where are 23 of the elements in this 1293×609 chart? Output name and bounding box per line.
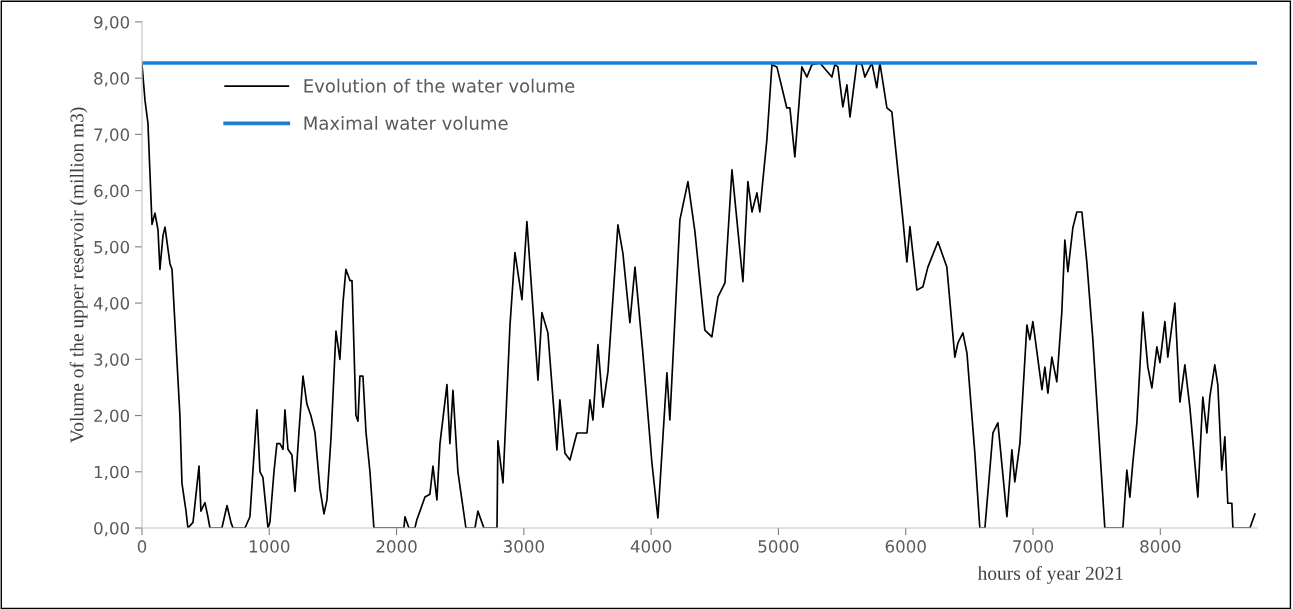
y-tick-label: 2,00 (94, 409, 130, 424)
y-tick-label: 3,00 (94, 353, 130, 368)
y-tick-label: 4,00 (93, 297, 130, 312)
y-tick-label: 8,00 (94, 72, 130, 87)
legend-label: Maximal water volume (304, 116, 508, 130)
x-tick-label: 1000 (249, 540, 290, 553)
y-tick-label: 1,00 (94, 465, 130, 481)
y-tick-label: 5,00 (94, 240, 130, 256)
y-tick-label: 9,00 (94, 15, 130, 31)
y-tick-label: 6,00 (94, 184, 130, 199)
y-axis-title: Volume of the upper reservoir (million m3) (69, 107, 88, 444)
y-tick-label: 7,00 (94, 128, 130, 143)
x-tick-label: 3000 (503, 540, 544, 553)
x-tick-label: 2000 (376, 540, 417, 553)
x-tick-label: 6000 (885, 540, 926, 553)
x-axis-title: hours of year 2021 (977, 565, 1123, 584)
x-tick-label: 4000 (630, 540, 672, 553)
x-tick-label: 0 (137, 540, 147, 553)
y-tick-label: 0,00 (94, 521, 130, 537)
x-tick-label: 7000 (1013, 540, 1054, 553)
x-tick-label: 8000 (1140, 540, 1181, 553)
legend-label: Evolution of the water volume (304, 78, 575, 93)
x-tick-label: 5000 (758, 540, 799, 553)
